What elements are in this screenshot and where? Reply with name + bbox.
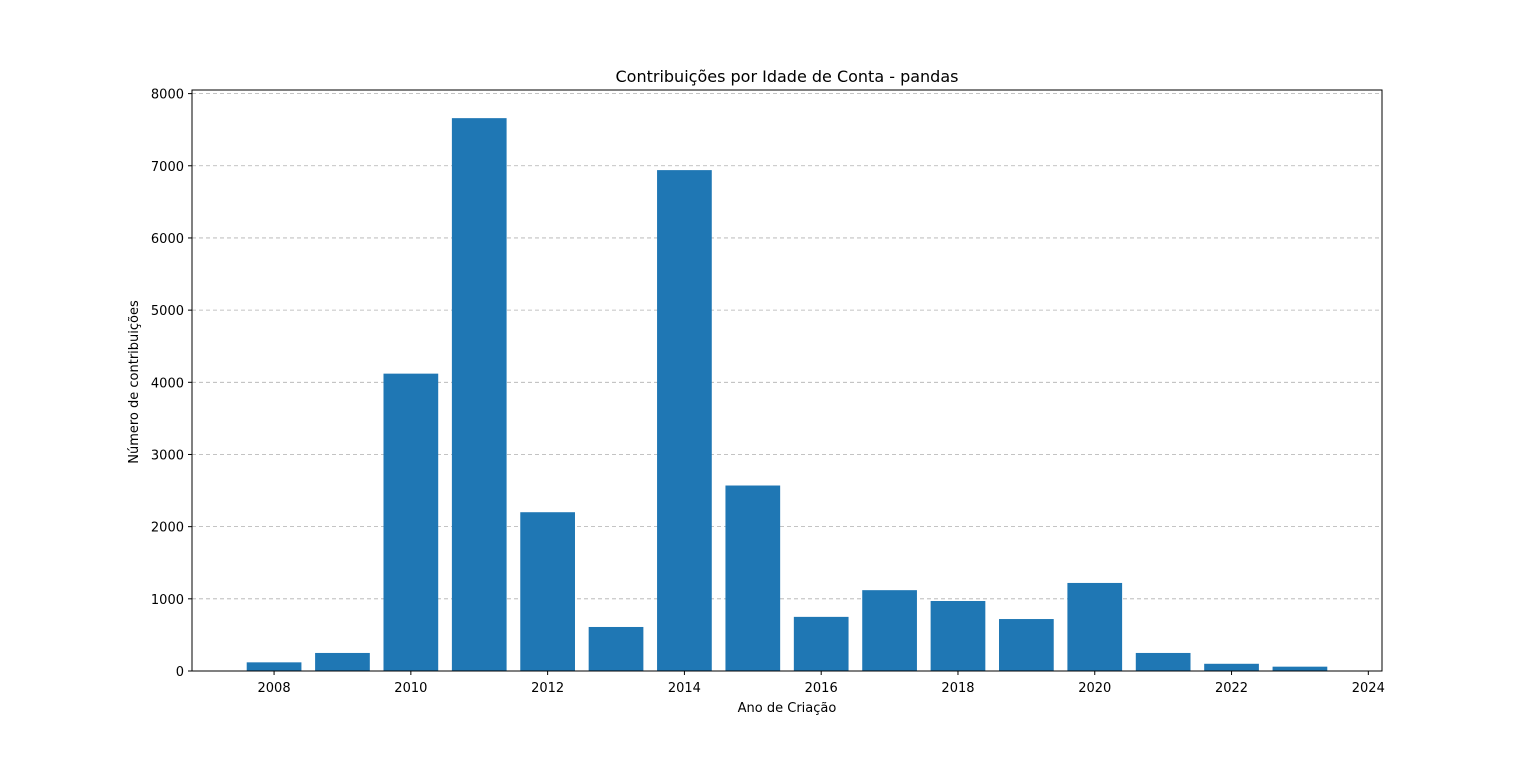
bar-2017 <box>862 590 917 671</box>
y-tick-label: 8000 <box>151 88 184 103</box>
x-tick-label: 2010 <box>394 681 427 696</box>
bars-layer <box>246 118 1328 671</box>
bar-2018 <box>930 600 986 671</box>
y-axis-label: Número de contribuições <box>127 300 142 464</box>
bar-2010 <box>383 373 439 671</box>
y-tick-label: 7000 <box>151 160 184 175</box>
bar-2020 <box>1067 582 1123 671</box>
y-tick-label: 1000 <box>151 593 184 608</box>
bar-2021 <box>1135 652 1191 671</box>
bar-2023 <box>1272 666 1328 671</box>
y-tick-label: 0 <box>176 665 184 680</box>
plot-frame <box>191 89 1383 672</box>
y-tick-label: 4000 <box>151 376 184 391</box>
bar-2022 <box>1204 663 1259 671</box>
bar-2012 <box>520 512 575 671</box>
plot-border <box>191 89 1383 672</box>
bar-2008 <box>246 662 302 671</box>
x-tick-label: 2022 <box>1215 681 1248 696</box>
y-tick-label: 6000 <box>151 232 184 247</box>
bar-2011 <box>451 118 507 671</box>
bar-2014 <box>657 170 712 671</box>
x-tick-label: 2018 <box>941 681 974 696</box>
x-tick-label: 2024 <box>1352 681 1385 696</box>
bar-2015 <box>725 485 781 671</box>
x-tick-label: 2012 <box>531 681 564 696</box>
bar-2013 <box>588 626 644 671</box>
y-tick-label: 3000 <box>151 448 184 463</box>
x-axis-label: Ano de Criação <box>738 701 837 716</box>
x-tick-label: 2020 <box>1078 681 1111 696</box>
x-tick-label: 2016 <box>805 681 838 696</box>
ticks-layer: 2008 2010 2012 2014 2016 2018 2020 2022 2024 0 100… <box>151 88 1385 696</box>
x-tick-label: 2014 <box>668 681 701 696</box>
grid-layer <box>192 93 1382 672</box>
chart-title: Contribuições por Idade de Conta - panda… <box>616 67 959 86</box>
bar-2016 <box>793 616 849 671</box>
bar-2019 <box>999 619 1054 671</box>
y-tick-label: 2000 <box>151 521 184 536</box>
x-tick-label: 2008 <box>258 681 291 696</box>
y-tick-label: 5000 <box>151 304 184 319</box>
bar-2009 <box>315 652 370 671</box>
